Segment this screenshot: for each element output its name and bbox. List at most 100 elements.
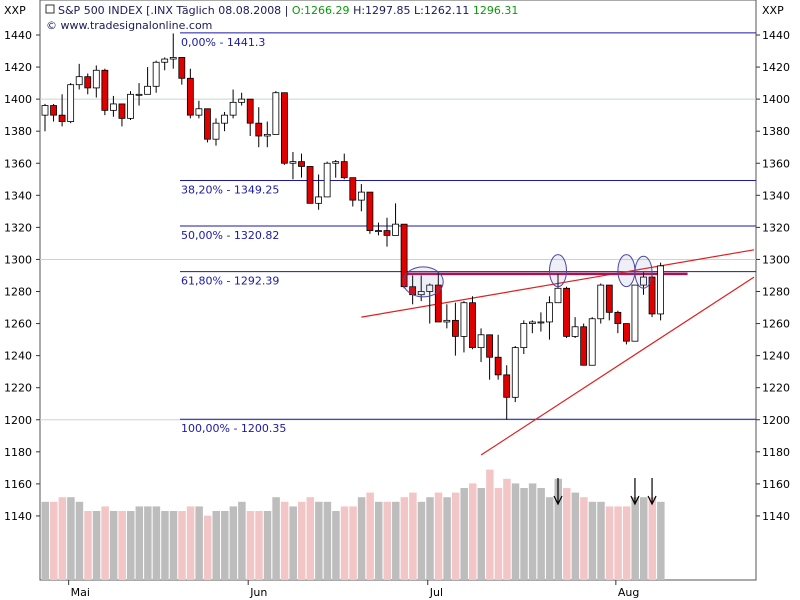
volume-bar xyxy=(511,483,520,580)
candle-up xyxy=(640,276,647,286)
candle-up xyxy=(135,93,143,96)
volume-bar xyxy=(221,511,229,580)
high-value: H:1297.85 xyxy=(353,4,410,17)
volume-bar xyxy=(41,501,49,580)
arrow-head xyxy=(647,495,657,506)
volume-bar xyxy=(332,511,340,580)
volume-bar xyxy=(272,497,280,580)
y-tick-label: 1160 xyxy=(4,478,32,491)
candle-up xyxy=(92,69,100,89)
y-tick-label: 1180 xyxy=(762,446,790,459)
candle-down xyxy=(340,161,348,179)
volume-bar xyxy=(605,506,614,580)
y-tick-label: 1240 xyxy=(762,350,790,363)
checkbox-icon[interactable] xyxy=(45,4,55,14)
volume-bar xyxy=(169,511,178,580)
candle-up xyxy=(631,284,639,342)
volume-bar xyxy=(298,501,306,580)
volume-bar xyxy=(426,497,434,580)
volume-bar xyxy=(152,506,161,580)
volume-bar xyxy=(451,492,460,580)
candle-up xyxy=(110,103,117,111)
candle-down xyxy=(50,105,57,116)
volume-bar xyxy=(554,478,562,580)
volume-bar xyxy=(109,511,118,580)
right-axis-label: XXP xyxy=(762,4,784,17)
candle-down xyxy=(486,334,494,358)
volume-bar xyxy=(563,488,571,580)
y-tick-label: 1160 xyxy=(762,478,790,491)
volume-bar xyxy=(460,488,468,580)
y-tick-label: 1240 xyxy=(4,350,32,363)
volume-bar xyxy=(263,511,272,580)
candle-down xyxy=(580,326,588,366)
volume-bar xyxy=(186,506,195,580)
candle-down xyxy=(101,69,109,111)
candle-up xyxy=(520,323,528,349)
x-tick-label: Aug xyxy=(618,586,639,599)
volume-bar xyxy=(212,511,220,580)
y-tick-label: 1400 xyxy=(762,93,790,106)
candle-down xyxy=(118,103,126,119)
left-axis-ticks: 1140 1160 1180 1200 1220 1240 1260 1280 1300 1320… xyxy=(4,29,40,523)
volume-bar xyxy=(640,497,648,580)
volume-bar xyxy=(195,506,203,580)
y-tick-label: 1340 xyxy=(4,189,32,202)
candle-up xyxy=(75,76,83,86)
y-tick-label: 1280 xyxy=(4,286,32,299)
x-tick-label: Jul xyxy=(429,586,443,599)
candle-up xyxy=(332,161,340,164)
volume-bar xyxy=(323,501,332,580)
candle-up xyxy=(588,318,596,366)
candle-up xyxy=(460,302,468,337)
volume-bar xyxy=(614,506,622,580)
y-tick-label: 1140 xyxy=(4,510,32,523)
candle-up xyxy=(195,108,203,116)
volume-bar xyxy=(545,497,554,580)
period: Täglich xyxy=(175,4,214,17)
highlight-circle xyxy=(549,254,567,288)
volume-bar xyxy=(280,501,289,580)
volume-bar xyxy=(383,501,391,580)
volume-bar xyxy=(443,497,451,580)
volume-bar xyxy=(92,511,101,580)
volume-bar xyxy=(580,497,588,580)
fib-label: 61,80% - 1292.39 xyxy=(181,275,279,288)
y-tick-label: 1400 xyxy=(4,93,32,106)
y-tick-label: 1200 xyxy=(762,414,790,427)
volume-bar xyxy=(75,501,84,580)
candle-down xyxy=(494,356,502,376)
volume-bar xyxy=(597,501,605,580)
candle-up xyxy=(571,326,579,337)
candle-up xyxy=(41,105,49,116)
y-tick-label: 1360 xyxy=(762,157,790,170)
volume-bars xyxy=(41,469,665,580)
y-tick-label: 1320 xyxy=(4,221,32,234)
candle-up xyxy=(221,114,228,124)
fib-label: 100,00% - 1200.35 xyxy=(181,422,286,435)
candle-up xyxy=(272,92,280,135)
candle-down xyxy=(246,98,254,124)
volume-bar xyxy=(494,488,503,580)
volume-bar xyxy=(315,501,323,580)
volume-bar xyxy=(366,492,374,580)
candle-up xyxy=(315,196,323,204)
candle-up xyxy=(426,284,434,292)
close-value: 1296.31 xyxy=(473,4,519,17)
candle-up xyxy=(323,162,331,198)
open-value: O:1266.29 xyxy=(292,4,350,17)
x-tick-label: Mai xyxy=(71,586,90,599)
candle-up xyxy=(511,347,519,398)
volume-bar xyxy=(135,506,144,580)
volume-bar xyxy=(486,469,494,580)
candle-up xyxy=(597,284,605,320)
volume-bar xyxy=(434,492,443,580)
x-axis-ticks: Mai Jun Jul Aug xyxy=(40,579,756,599)
candle-up xyxy=(152,61,160,87)
low-value: L:1262.11 xyxy=(414,4,469,17)
highlight-circle xyxy=(402,266,444,298)
y-tick-label: 1420 xyxy=(762,61,790,74)
volume-bar xyxy=(648,497,657,580)
y-tick-label: 1280 xyxy=(762,286,790,299)
